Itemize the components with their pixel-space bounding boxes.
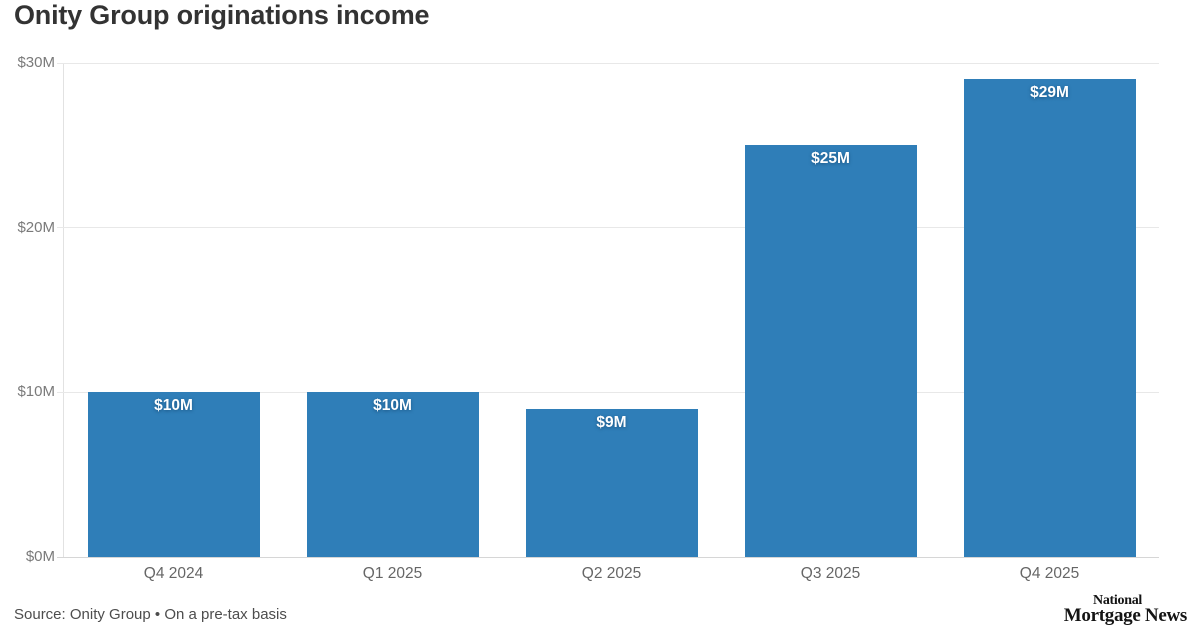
x-axis-label-q3-2025: Q3 2025	[800, 565, 861, 582]
bar-value-label-q4-2024: $10M	[154, 397, 193, 415]
gridline--10m	[57, 391, 1159, 393]
x-axis-label-q1-2025: Q1 2025	[362, 565, 423, 582]
bar-q2-2025: $9M	[525, 408, 698, 557]
bar-q4-2024: $10M	[87, 392, 260, 557]
y-axis-tick--10m: $10M	[17, 383, 55, 401]
bar-q3-2025: $25M	[744, 145, 917, 557]
publisher-logo-line1: National	[1093, 593, 1142, 608]
x-axis-label-q4-2025: Q4 2025	[1019, 565, 1080, 582]
x-axis-label-q4-2024: Q4 2024	[143, 565, 204, 582]
chart-title: Onity Group originations income	[14, 0, 430, 30]
gridline--30m	[57, 62, 1159, 64]
gridline--0m	[57, 556, 1159, 558]
gridline--20m	[57, 227, 1159, 229]
source-note: Source: Onity Group • On a pre-tax basis	[14, 606, 287, 623]
x-axis-label-q2-2025: Q2 2025	[581, 565, 642, 582]
bar-value-label-q1-2025: $10M	[373, 397, 412, 415]
publisher-logo-line2: Mortgage News	[1063, 605, 1188, 626]
bar-value-label-q2-2025: $9M	[596, 413, 627, 431]
bar-value-label-q4-2025: $29M	[1030, 84, 1069, 102]
publisher-logo: National Mortgage News	[1063, 593, 1188, 626]
y-axis-tick--20m: $20M	[17, 218, 55, 236]
y-axis-tick--30m: $30M	[17, 54, 55, 71]
bar-value-label-q3-2025: $25M	[811, 150, 850, 168]
plot-area: $0M $10M $20M $30M $10M Q4 2024 $10M Q1 2025 $9M…	[17, 54, 1159, 582]
bar-q1-2025: $10M	[306, 392, 479, 557]
y-axis-tick--0m: $0M	[25, 548, 55, 565]
bar-q4-2025: $29M	[963, 79, 1136, 557]
